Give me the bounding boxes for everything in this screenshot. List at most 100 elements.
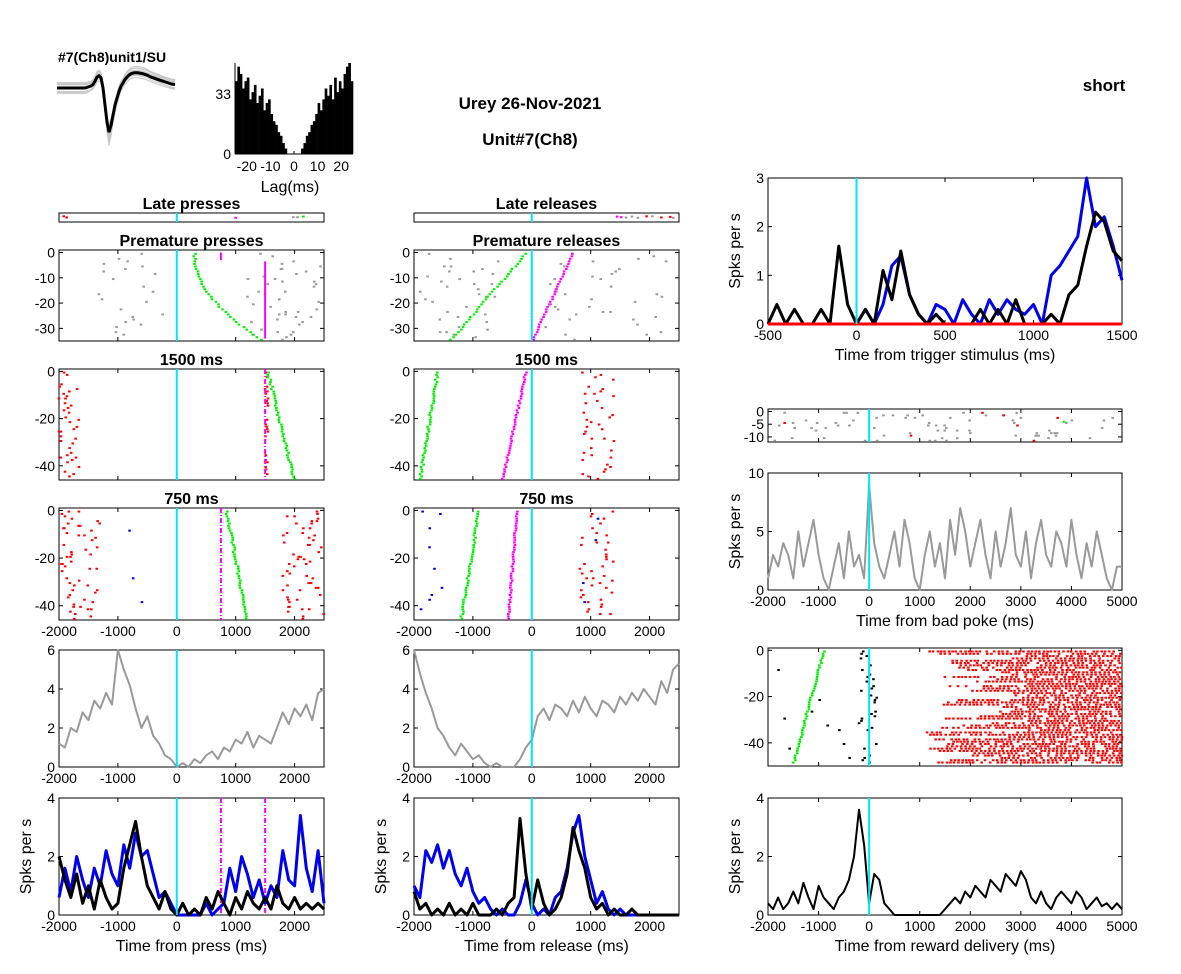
spike-dot-red	[266, 461, 269, 464]
spike-dot-red	[299, 555, 302, 558]
spike-dot-red	[972, 699, 976, 702]
spike-dot-red	[1062, 724, 1066, 727]
spike-dot-red	[1088, 752, 1092, 755]
spike-dot-red	[1055, 682, 1059, 685]
y-tick-label: -40	[35, 598, 55, 614]
x-tick-label: 1000	[575, 918, 606, 934]
spike-dot-red	[990, 752, 994, 755]
spike-dot-red	[600, 603, 604, 606]
spike-dot-blue	[430, 593, 434, 596]
spike-dot-red	[1005, 678, 1008, 681]
release-marker	[816, 671, 819, 674]
spike-dot-gray	[783, 411, 786, 414]
spike-dot-red	[1049, 719, 1053, 722]
spike-dot-gray	[852, 419, 855, 422]
spike-dot-red	[603, 437, 606, 440]
spike-dot-red	[1003, 685, 1006, 688]
spike-dot-red	[1093, 729, 1097, 732]
spike-dot-gray	[250, 321, 253, 324]
spike-dot-gray	[921, 414, 925, 417]
spike-dot-red	[1087, 745, 1090, 748]
spike-dot-red	[60, 512, 64, 515]
release-marker	[282, 437, 286, 440]
spike-dot-red	[992, 747, 996, 750]
spike-dot-red	[993, 675, 996, 678]
spike-dot-gray	[810, 427, 813, 430]
x-tick-label: 1000	[220, 770, 251, 786]
spike-dot-red	[1059, 752, 1063, 755]
spike-dot-red	[1012, 756, 1015, 759]
spike-dot-red	[1105, 756, 1109, 759]
spike-dot-red	[1080, 740, 1083, 743]
spike-dot-red	[599, 605, 603, 608]
spike-dot-red	[984, 743, 987, 746]
acg-bar	[336, 92, 340, 154]
spike-dot-red	[1033, 668, 1036, 671]
spike-dot-red	[1049, 662, 1052, 665]
spike-dot-red	[1087, 703, 1090, 706]
release-marker	[461, 603, 465, 606]
hold-marker	[532, 336, 536, 339]
spike-dot-red	[1047, 712, 1051, 715]
spike-dot-red	[964, 685, 968, 688]
spike-dot-red	[1061, 694, 1065, 697]
spike-dot-red	[1023, 715, 1027, 718]
release-marker	[475, 522, 479, 525]
spike-dot-red	[1114, 740, 1118, 743]
spike-dot-red	[265, 428, 269, 431]
spike-dot-red	[1100, 650, 1103, 653]
spike-dot-red	[1045, 692, 1049, 695]
unit-label: #7(Ch8)unit1/SU	[58, 49, 166, 65]
spike-dot-red	[1011, 747, 1014, 750]
spike-dot-red	[611, 560, 615, 563]
acg-bar	[268, 99, 271, 154]
spike-dot-red	[946, 701, 950, 704]
spike-dot-red	[1079, 680, 1083, 683]
release-marker	[464, 591, 468, 594]
release-marker	[194, 257, 197, 260]
spike-dot-red	[1058, 740, 1061, 743]
spike-dot-red	[293, 515, 296, 518]
spike-dot-red	[1113, 694, 1117, 697]
spike-dot-red	[1090, 666, 1094, 669]
spike-dot-red	[1004, 722, 1008, 725]
spike-dot-red	[938, 738, 941, 741]
spike-dot-gray	[573, 338, 576, 341]
spike-dot-red	[992, 703, 995, 706]
hold-marker	[539, 321, 543, 324]
spike-dot-gray	[1102, 419, 1106, 422]
spike-dot-red	[300, 608, 304, 611]
spike-dot-red	[1115, 722, 1119, 725]
spike-dot-red	[1092, 664, 1096, 667]
spike-dot-red	[1075, 699, 1079, 702]
spike-dot-red	[1082, 738, 1085, 741]
release-marker	[290, 473, 294, 476]
spike-dot-red	[998, 749, 1001, 752]
x-tick-label: 2000	[279, 623, 310, 639]
spike-dot-red	[1090, 733, 1094, 736]
spike-dot-red	[931, 650, 935, 653]
spike-dot-red	[71, 589, 75, 592]
spike-dot-red	[1019, 761, 1023, 764]
spike-dot-red	[77, 418, 80, 421]
series-line-black	[767, 808, 1123, 916]
spike-dot-black	[865, 655, 869, 658]
spike-dot-red	[964, 675, 967, 678]
x-tick-label: -1000	[801, 593, 837, 609]
spike-dot-red	[1083, 708, 1086, 711]
spike-dot-gray	[956, 437, 959, 440]
release-marker	[287, 458, 290, 461]
spike-dot-red	[1120, 754, 1124, 757]
spike-dot-red	[984, 749, 987, 752]
spike-dot-red	[1075, 759, 1079, 762]
spike-dot-red	[1065, 740, 1068, 743]
spike-dot-red	[65, 577, 69, 580]
spike-dot-red	[316, 517, 320, 520]
spike-dot-blue	[433, 567, 436, 570]
x-tick-label: 0	[173, 918, 181, 934]
spike-dot-red	[1085, 747, 1089, 750]
spike-dot-red	[585, 418, 589, 421]
spike-dot-red	[1029, 703, 1032, 706]
release-marker	[469, 563, 472, 565]
